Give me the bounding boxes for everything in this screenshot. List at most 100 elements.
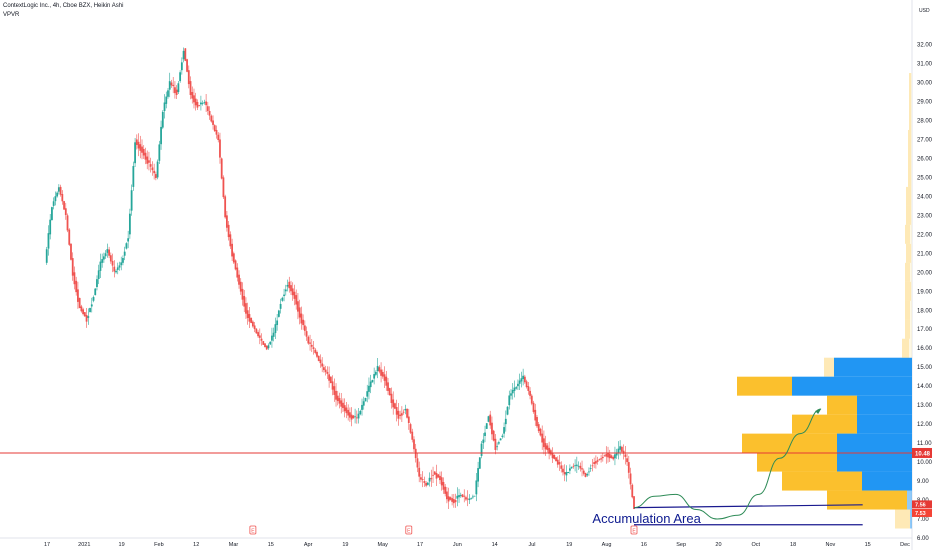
x-tick-label: 15 (865, 542, 871, 548)
candle-body (357, 413, 360, 419)
candle-body (624, 454, 627, 457)
indicator-label[interactable]: VPVR (3, 12, 20, 18)
candle-body (160, 126, 162, 145)
vp-down-bar (906, 243, 911, 263)
candle-body (125, 243, 128, 249)
candle-body (219, 139, 221, 158)
candle-body (494, 438, 497, 450)
candle-body (49, 219, 52, 235)
candle-body (617, 448, 620, 453)
candle-body (381, 371, 384, 377)
candle-body (295, 295, 298, 305)
candle-body (250, 317, 253, 323)
candle-body (588, 471, 590, 473)
candle-body (167, 90, 169, 97)
candle-body (362, 401, 365, 406)
candle-body (633, 496, 635, 509)
candle-body (293, 291, 296, 299)
candle-body (196, 101, 199, 108)
candle-body (265, 345, 268, 350)
candle-body (317, 355, 320, 361)
vp-up-bar (911, 73, 912, 93)
candle-body (139, 144, 142, 151)
candle-body (563, 472, 566, 475)
y-tick-label: 30.00 (917, 81, 932, 87)
candle-body (348, 412, 351, 418)
x-tick-label: 20 (715, 542, 721, 548)
candle-body (85, 315, 88, 322)
y-tick-label: 31.00 (917, 62, 932, 68)
candle-body (51, 207, 53, 221)
candle-body (503, 427, 505, 434)
earnings-marker-icon (630, 525, 638, 535)
candle-body (310, 344, 313, 347)
candle-body (574, 465, 576, 467)
y-tick-label: 6.00 (917, 536, 929, 542)
candle-body (168, 81, 171, 90)
candle-body (591, 465, 594, 467)
candle-body (446, 491, 448, 500)
candle-body (71, 258, 74, 276)
earnings-marker-glyph: E (632, 529, 636, 535)
y-tick-label: 11.00 (917, 441, 932, 447)
earnings-marker-icon (249, 525, 257, 535)
price-badge-label: 7.53 (915, 511, 926, 517)
candle-body (543, 438, 545, 448)
candle-body (297, 301, 299, 312)
vp-up-bar (911, 129, 912, 149)
candle-body (323, 367, 325, 371)
candle-body (589, 468, 592, 469)
candle-body (504, 418, 507, 425)
candle-body (451, 498, 454, 502)
candle-body (581, 468, 583, 470)
candle-body (45, 249, 48, 263)
candle-body (586, 474, 589, 476)
candle-body (527, 386, 530, 391)
candle-body (245, 303, 247, 314)
earnings-marker-glyph: E (251, 529, 255, 535)
candle-body (70, 243, 72, 260)
candle-body (409, 424, 412, 433)
candle-body (345, 407, 348, 414)
candle-body (565, 472, 568, 476)
candle-body (52, 201, 55, 206)
candle-body (433, 471, 436, 475)
candle-body (373, 374, 376, 379)
candle-body (406, 408, 408, 418)
candle-body (142, 148, 145, 156)
candle-body (276, 320, 279, 325)
candle-body (258, 335, 261, 338)
candle-body (471, 496, 474, 498)
candle-body (217, 134, 220, 141)
candle-body (64, 208, 67, 216)
candle-body (364, 397, 367, 402)
vp-up-bar (910, 300, 912, 320)
candle-body (470, 498, 473, 500)
y-tick-label: 20.00 (917, 270, 932, 276)
candle-body (120, 262, 123, 266)
candle-body (177, 83, 180, 93)
candle-body (66, 215, 69, 231)
candle-body (101, 259, 104, 263)
candle-body (584, 473, 587, 477)
candle-body (232, 253, 235, 263)
candle-body (316, 352, 318, 357)
projection-path (633, 408, 822, 520)
symbol-title[interactable]: ContextLogic Inc., 4h, Cboe BZX, Heikin … (3, 3, 124, 9)
candle-body (203, 102, 206, 103)
candle-body (626, 458, 628, 463)
candles (45, 47, 635, 510)
candle-body (492, 430, 495, 441)
price-badge-label: 10.48 (915, 451, 931, 457)
candle-body (61, 194, 64, 202)
y-tick-label: 10.00 (917, 460, 932, 466)
candle-body (271, 335, 273, 341)
candle-body (371, 379, 374, 383)
candle-body (165, 96, 168, 104)
candle-body (302, 319, 305, 326)
x-tick-label: 15 (268, 542, 274, 548)
candle-body (326, 371, 329, 374)
x-tick-label: Feb (154, 542, 163, 548)
candle-body (487, 416, 490, 422)
